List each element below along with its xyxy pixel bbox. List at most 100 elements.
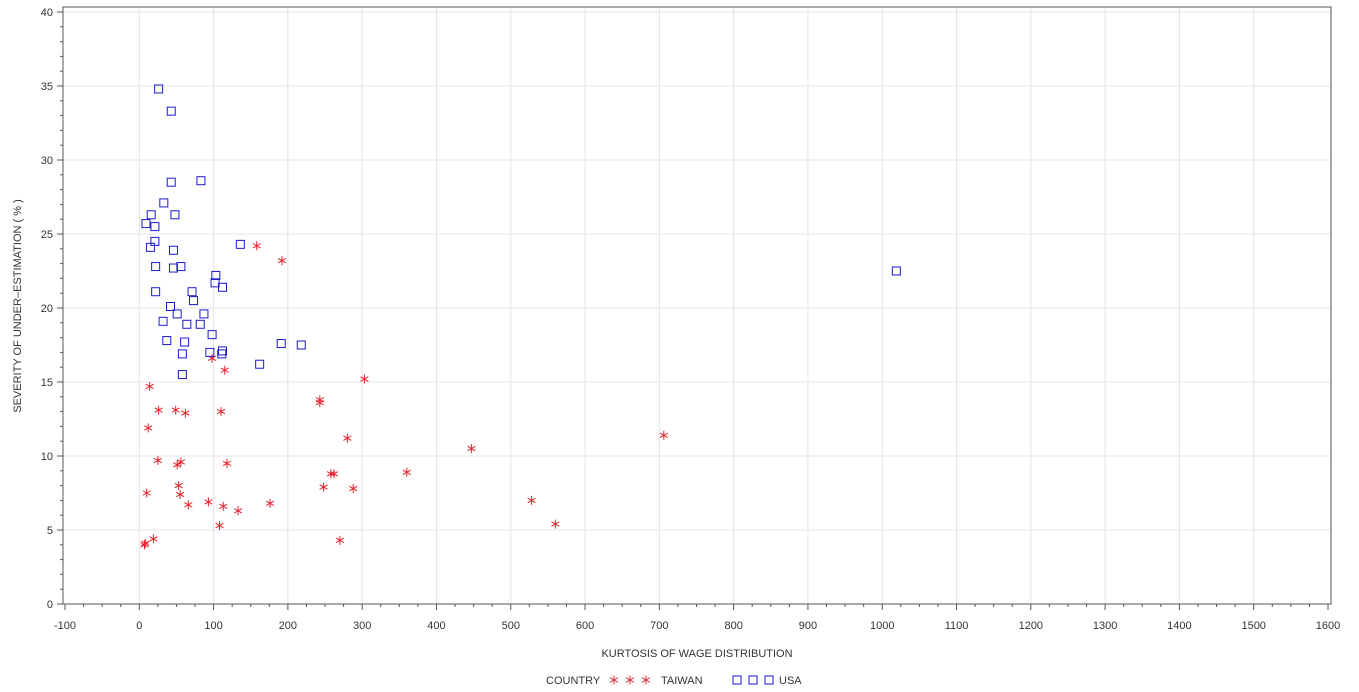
data-point-taiwan [173, 460, 182, 470]
data-point-usa [235, 239, 245, 249]
data-point-taiwan [141, 538, 150, 548]
data-point-taiwan [402, 467, 411, 477]
x-tick-label: 1100 [945, 620, 969, 632]
data-point-usa [182, 319, 192, 329]
data-point-usa [210, 278, 220, 288]
legend-marker-usa [764, 675, 774, 685]
data-point-usa [199, 309, 209, 319]
data-point-usa [172, 309, 182, 319]
data-point-usa [177, 349, 187, 359]
data-point-taiwan [176, 489, 185, 499]
x-tick-label: 1000 [870, 620, 894, 632]
data-point-usa [151, 287, 161, 297]
legend-label-usa: USA [779, 675, 802, 687]
data-point-usa [891, 266, 901, 276]
y-tick-label: 15 [41, 377, 53, 389]
x-tick-label: 1500 [1241, 620, 1265, 632]
data-point-taiwan [360, 374, 369, 384]
data-point-taiwan [171, 405, 180, 415]
y-tick-label: 40 [41, 7, 53, 19]
data-point-taiwan [329, 469, 339, 479]
data-point-usa [146, 210, 156, 220]
legend-marker-usa [732, 675, 742, 685]
data-point-usa [196, 176, 206, 186]
data-point-taiwan [527, 495, 536, 505]
y-tick-label: 30 [41, 155, 53, 167]
data-point-taiwan [233, 506, 243, 516]
legend-marker-taiwan [609, 675, 619, 685]
data-point-usa [187, 287, 197, 297]
data-point-usa [168, 245, 178, 255]
data-point-usa [168, 263, 178, 273]
data-point-taiwan [219, 501, 228, 511]
y-tick-label: 20 [41, 303, 53, 315]
x-tick-label: 0 [136, 620, 142, 632]
x-tick-label: 200 [279, 620, 297, 632]
data-point-usa [189, 296, 199, 306]
data-point-usa [180, 337, 190, 347]
x-tick-label: 1200 [1019, 620, 1043, 632]
x-tick-label: -100 [54, 620, 76, 632]
legend-taiwan-markers [609, 675, 651, 685]
data-point-taiwan [149, 534, 158, 544]
y-tick-label: 25 [41, 229, 53, 241]
data-point-taiwan [181, 408, 190, 418]
axis-ticks: -100 0 100 200 300 400 500 600 700 800 900 1000 1100… [41, 7, 1340, 632]
data-point-usa [158, 316, 168, 326]
data-point-taiwan [174, 481, 183, 491]
data-point-usa [296, 340, 306, 350]
data-point-taiwan [277, 256, 287, 266]
data-point-taiwan [222, 458, 232, 468]
x-tick-label: 700 [650, 620, 668, 632]
data-point-usa [217, 349, 227, 359]
data-point-taiwan [215, 521, 224, 531]
plot-frame [62, 6, 1332, 605]
data-point-usa [165, 302, 175, 312]
data-point-taiwan [207, 353, 217, 363]
data-point-taiwan [349, 484, 358, 494]
data-point-taiwan [319, 482, 328, 492]
x-tick-label: 1600 [1316, 620, 1340, 632]
x-tick-label: 400 [427, 620, 445, 632]
y-axis-label: SEVERITY OF UNDER–ESTIMATION ( % ) [12, 199, 24, 413]
y-tick-label: 5 [47, 525, 53, 537]
data-point-taiwan [184, 500, 193, 510]
legend: COUNTRY TAIWAN USA [546, 675, 802, 687]
data-point-usa [205, 347, 215, 357]
legend-title: COUNTRY [546, 675, 601, 687]
data-point-taiwan [467, 444, 476, 454]
data-point-taiwan [154, 405, 163, 415]
y-tick-label: 35 [41, 81, 53, 93]
x-tick-label: 1300 [1093, 620, 1117, 632]
data-point-usa [207, 330, 217, 340]
legend-marker-taiwan [625, 675, 635, 685]
x-axis-label: KURTOSIS OF WAGE DISTRIBUTION [601, 648, 792, 660]
legend-label-taiwan: TAIWAN [661, 675, 703, 687]
x-tick-label: 600 [576, 620, 594, 632]
grid [63, 7, 1331, 604]
data-point-taiwan [142, 488, 151, 498]
data-point-usa [150, 222, 160, 232]
data-point-taiwan [252, 241, 261, 251]
data-point-taiwan [176, 457, 186, 467]
x-tick-label: 900 [799, 620, 817, 632]
data-point-taiwan [140, 540, 149, 550]
x-tick-label: 800 [724, 620, 742, 632]
data-point-taiwan [153, 455, 163, 465]
legend-marker-usa [748, 675, 758, 685]
data-point-usa [145, 242, 155, 252]
data-point-usa [141, 219, 151, 229]
legend-marker-taiwan [641, 675, 651, 685]
x-tick-label: 100 [204, 620, 222, 632]
data-point-taiwan [315, 398, 324, 408]
x-tick-label: 500 [502, 620, 520, 632]
data-point-usa [218, 346, 228, 356]
data-points [140, 84, 901, 550]
data-point-usa [166, 106, 176, 116]
data-point-taiwan [204, 497, 213, 507]
data-point-taiwan [216, 407, 226, 417]
data-point-usa [255, 359, 265, 369]
data-point-usa [218, 282, 228, 292]
data-point-usa [176, 262, 186, 272]
